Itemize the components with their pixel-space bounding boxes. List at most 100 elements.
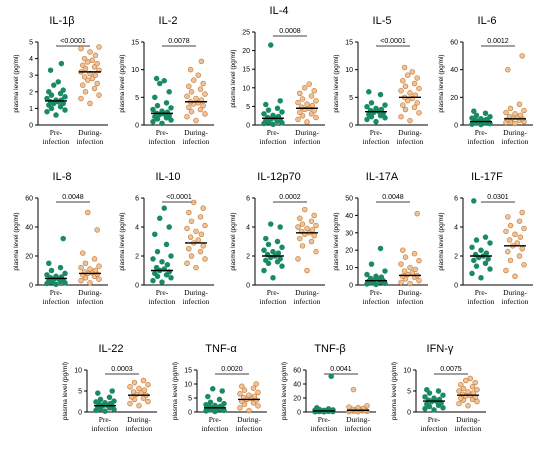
pre-infection-point (364, 103, 370, 110)
pre-infection-point (150, 256, 156, 262)
during-infection-point (306, 81, 313, 87)
during-infection-point (186, 104, 192, 111)
category-label: infection (260, 297, 287, 306)
pre-infection-point (366, 89, 372, 95)
pre-infection-point (261, 111, 267, 117)
during-infection-point (184, 260, 190, 267)
pre-infection-point (150, 106, 156, 113)
pre-infection-point (314, 405, 320, 411)
during-infection-point (304, 101, 310, 107)
y-tick-label: 40 (450, 67, 458, 74)
during-infection-point (187, 66, 194, 73)
during-infection-point (145, 381, 151, 388)
category-label: infection (260, 137, 287, 146)
during-infection-point (311, 212, 317, 219)
during-infection-point (414, 210, 420, 217)
during-infection-point (130, 389, 137, 395)
y-tick-label: 0 (135, 123, 139, 130)
during-infection-point (91, 256, 98, 262)
during-infection-point (299, 221, 306, 227)
y-tick-label: 6 (135, 196, 139, 203)
during-infection-point (200, 80, 206, 87)
y-tick-label: 0 (135, 283, 139, 290)
pre-infection-point (53, 281, 59, 288)
during-infection-point (186, 83, 192, 90)
category-label: Pre- (156, 128, 169, 137)
pre-infection-point (93, 399, 99, 405)
during-infection-point (407, 90, 413, 96)
y-axis-label: plasma level (pg/ml) (13, 54, 20, 112)
during-infection-point (519, 246, 525, 252)
during-infection-point (355, 405, 361, 411)
pre-infection-point (210, 386, 216, 392)
panel-title: IL-2 (159, 15, 178, 27)
during-infection-point (96, 92, 102, 98)
y-tick-label: 20 (25, 254, 33, 261)
during-infection-point (200, 243, 206, 249)
y-tick-label: 0 (29, 283, 33, 290)
pre-infection-point (150, 118, 156, 125)
y-axis-label: plasma level (pg/ml) (333, 54, 340, 112)
category-label: infection (363, 297, 390, 306)
category-label: infection (397, 137, 424, 146)
during-infection-point (188, 108, 195, 115)
category-label: infection (345, 424, 372, 433)
during-infection-point (145, 398, 151, 405)
pre-infection-point (270, 121, 276, 128)
during-infection-point (472, 379, 478, 386)
during-infection-point (517, 234, 524, 240)
y-tick-label: 25 (242, 30, 250, 37)
y-tick-label: 6 (246, 196, 250, 203)
during-infection-point (463, 377, 469, 384)
during-infection-point (505, 66, 511, 73)
category-label: infection (455, 424, 482, 433)
pre-infection-point (53, 112, 59, 118)
y-axis-label: plasma level (pg/ml) (391, 362, 398, 420)
pre-infection-point (377, 91, 384, 98)
y-tick-label: 0 (454, 283, 458, 290)
category-label: infection (397, 297, 424, 306)
pre-infection-point (263, 101, 269, 108)
pre-infection-point (106, 394, 113, 401)
y-tick-label: 0 (407, 410, 411, 417)
during-infection-point (405, 72, 411, 78)
pre-infection-point (102, 408, 108, 414)
during-infection-point (80, 62, 86, 68)
category-label: infection (294, 297, 321, 306)
y-axis-label: plasma level (pg/ml) (119, 54, 126, 112)
during-infection-point (195, 237, 202, 243)
during-infection-point (299, 243, 306, 249)
y-tick-label: 40 (25, 225, 33, 232)
pre-infection-point (221, 400, 227, 407)
panel-title: IFN-γ (427, 343, 454, 355)
during-infection-point (200, 102, 206, 109)
pre-infection-point (473, 112, 480, 119)
during-infection-point (507, 257, 514, 264)
during-infection-point (197, 106, 204, 113)
pre-infection-point (62, 270, 68, 277)
pre-infection-point (102, 400, 108, 406)
panel-title: IL-5 (373, 15, 392, 27)
during-infection-point (507, 105, 514, 112)
y-tick-label: 30 (345, 230, 353, 237)
pre-infection-point (109, 388, 115, 394)
during-infection-point (398, 113, 404, 120)
pre-infection-point (440, 405, 446, 411)
during-infection-point (507, 222, 514, 229)
panel-1: IL-2 0 5 10 15 plasma level (pg/ml) Pre-infect… (119, 15, 214, 146)
during-infection-point (80, 250, 86, 256)
during-infection-point (87, 49, 93, 55)
pre-infection-point (422, 405, 428, 412)
pre-infection-point (265, 241, 272, 248)
pre-infection-point (264, 114, 271, 121)
during-infection-point (474, 386, 480, 393)
during-infection-point (198, 58, 205, 65)
pre-infection-point (268, 221, 274, 227)
category-label: infection (294, 137, 321, 146)
y-tick-label: 5 (246, 104, 250, 111)
during-infection-point (416, 85, 422, 92)
during-infection-point (89, 57, 95, 64)
during-infection-point (505, 248, 511, 255)
pre-infection-point (382, 102, 388, 108)
y-axis-label: plasma level (pg/ml) (438, 212, 445, 270)
